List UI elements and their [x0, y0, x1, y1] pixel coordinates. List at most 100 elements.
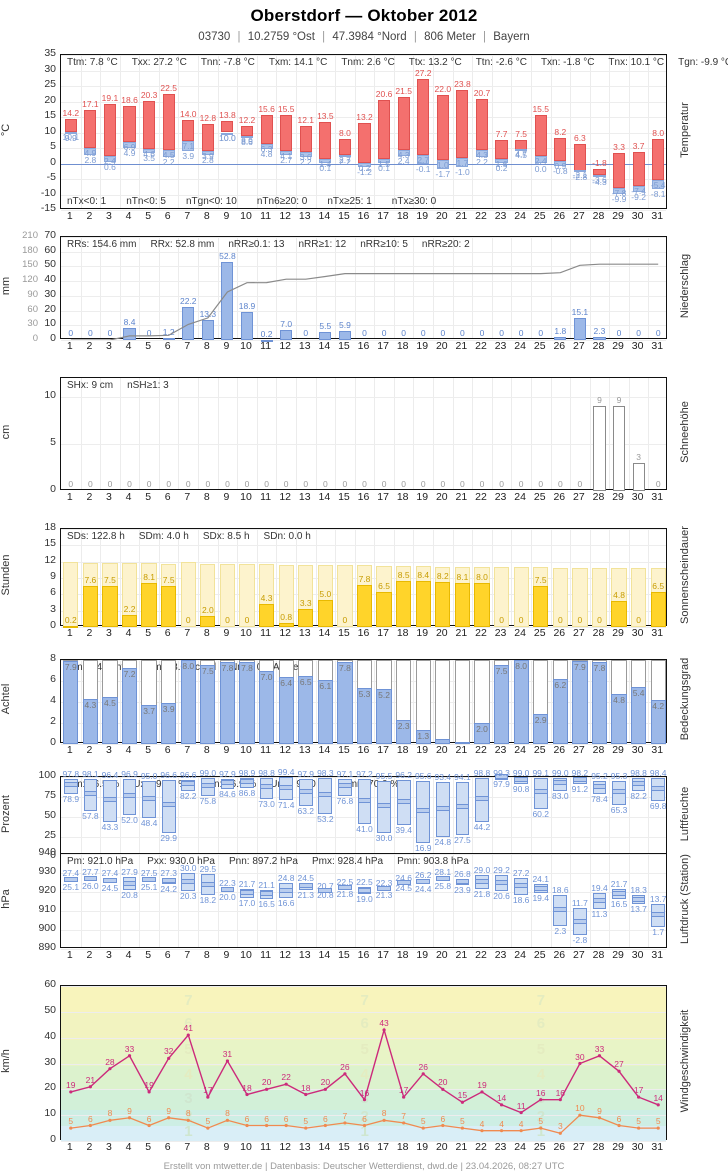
- value-label-tmin: -5.4: [650, 180, 666, 191]
- value-label-humidity-max: 98.8: [473, 767, 491, 778]
- bar-temp-max: [338, 138, 351, 156]
- value-label-tmin: 8.9: [241, 135, 253, 146]
- bar-sunshine: [650, 591, 666, 627]
- value-label-sunshine: 0.8: [280, 611, 293, 622]
- bar-temp-min: [162, 149, 175, 157]
- x-axis-sunshine: 1 2 3 4 5 6 7 8 9 10 11 12 13 14 15 16 17 18 19 20 21 22 23 24 2…: [60, 627, 667, 640]
- value-label-precipitation: 52.8: [219, 251, 236, 262]
- value-label-cloud: 3.9: [162, 704, 175, 715]
- y-tick-label: 10: [44, 124, 56, 137]
- gridline-v: [100, 55, 102, 208]
- gridline-v: [589, 529, 591, 625]
- value-label-tmin: 2.7: [417, 155, 430, 166]
- gridline-v: [100, 854, 102, 947]
- gridline-h: [61, 545, 666, 547]
- value-label-sunshine: 8.2: [436, 571, 449, 582]
- value-label-wind-mean: 5: [205, 1116, 211, 1127]
- bar-humidity-mean: [553, 780, 568, 786]
- bar-temp-min: [495, 158, 508, 163]
- x-tick-label: 20: [435, 744, 448, 756]
- x-tick-label: 24: [514, 627, 526, 639]
- value-label-pressure-max: 27.3: [160, 868, 177, 879]
- gridline-v: [374, 55, 376, 208]
- value-label-humidity-min: 71.4: [277, 799, 295, 810]
- x-tick-label: 11: [260, 949, 272, 961]
- value-label-tgmin: -0.8: [552, 165, 568, 176]
- gridline-v: [335, 378, 337, 489]
- bar-pressure-mean: [514, 883, 528, 889]
- y-tick-label: 0: [50, 619, 56, 631]
- value-label-humidity-max: 98.3: [317, 768, 334, 779]
- y-tick-label: 50: [44, 809, 56, 821]
- value-label-tmax: 20.7: [473, 88, 491, 99]
- bar-temp-min: [378, 158, 391, 164]
- gridline-v: [139, 237, 141, 338]
- value-label-humidity-max: 93.4: [434, 772, 452, 783]
- bar-temp-max: [475, 99, 489, 151]
- x-tick-label: 27: [573, 1141, 585, 1153]
- value-label-pressure-min: 21.3: [375, 889, 393, 900]
- x-tick-label: 15: [338, 949, 350, 961]
- value-label-snow: 0: [557, 479, 563, 489]
- gridline-h: [61, 237, 666, 238]
- y-tick-label: 15: [44, 537, 56, 550]
- axis-unit-sunshine: Stunden: [0, 554, 12, 596]
- value-label-precipitation: 7.0: [280, 318, 293, 329]
- value-label-tgmin: 2.2: [162, 156, 175, 167]
- x-tick-label: 28: [592, 744, 605, 756]
- latitude: 47.3984 °Nord: [332, 31, 407, 43]
- gridline-v: [628, 378, 630, 489]
- value-label-wind-mean: 9: [597, 1105, 602, 1116]
- gridline-v: [609, 55, 611, 208]
- gridline-v: [139, 854, 141, 947]
- value-label-cloud: 4.2: [652, 700, 665, 711]
- gridline-v: [393, 378, 395, 489]
- value-label-tmax: 15.5: [532, 104, 549, 115]
- value-label-snow: 0: [264, 479, 269, 489]
- x-tick-label: 17: [377, 1141, 389, 1153]
- stat-item: nRR≥1: 12: [298, 239, 347, 250]
- value-label-snow: 0: [68, 479, 74, 489]
- bar-humidity-mean: [201, 783, 215, 789]
- value-label-wind-mean: 8: [225, 1108, 230, 1119]
- value-label-pressure-min: 20.3: [179, 891, 197, 902]
- gridline-v: [178, 529, 180, 625]
- gridline-v: [374, 660, 376, 742]
- gridline-v: [413, 378, 415, 489]
- bar-precipitation: [182, 307, 195, 340]
- x-tick-label: 14: [318, 1141, 331, 1153]
- gridline-v: [217, 777, 219, 855]
- bar-temp-min: [652, 180, 665, 189]
- x-tick-label: 12: [279, 627, 292, 639]
- value-label-humidity-min: 57.8: [82, 810, 99, 821]
- value-label-tmax: 20.3: [140, 89, 158, 100]
- gridline-v: [158, 854, 160, 947]
- gridline-v: [276, 777, 278, 855]
- value-label-humidity-max: 98.9: [238, 767, 256, 778]
- value-label-humidity-max: 97.1: [336, 769, 354, 780]
- gridline-v: [119, 854, 121, 947]
- gridline-v: [393, 854, 395, 947]
- gridline-v: [491, 777, 493, 855]
- gridline-v: [511, 55, 513, 208]
- gridline-v: [393, 55, 395, 208]
- value-label-cloud: 7.8: [241, 663, 253, 674]
- x-tick-label: 10: [240, 210, 252, 222]
- x-tick-label: 2: [86, 340, 93, 352]
- x-tick-label: 2: [86, 627, 93, 639]
- value-label-sunshine: 2.0: [201, 605, 214, 616]
- value-label-wind-gust: 41: [183, 1023, 193, 1034]
- value-label-tmin: -2.8: [572, 172, 588, 183]
- gridline-h: [61, 251, 666, 253]
- value-label-cloud: 7.5: [201, 666, 214, 677]
- value-label-tmax: 21.5: [395, 85, 412, 96]
- bar-temp-min: [534, 156, 547, 164]
- value-label-sunshine: 8.5: [397, 569, 410, 580]
- y-tick-label: -15: [40, 202, 56, 214]
- bar-sunshine: [121, 615, 138, 627]
- gridline-v: [452, 660, 454, 742]
- gridline-v: [315, 777, 317, 855]
- gridline-v: [393, 660, 395, 742]
- bar-humidity-mean: [435, 805, 450, 811]
- value-label-wind-mean: 5: [655, 1116, 661, 1127]
